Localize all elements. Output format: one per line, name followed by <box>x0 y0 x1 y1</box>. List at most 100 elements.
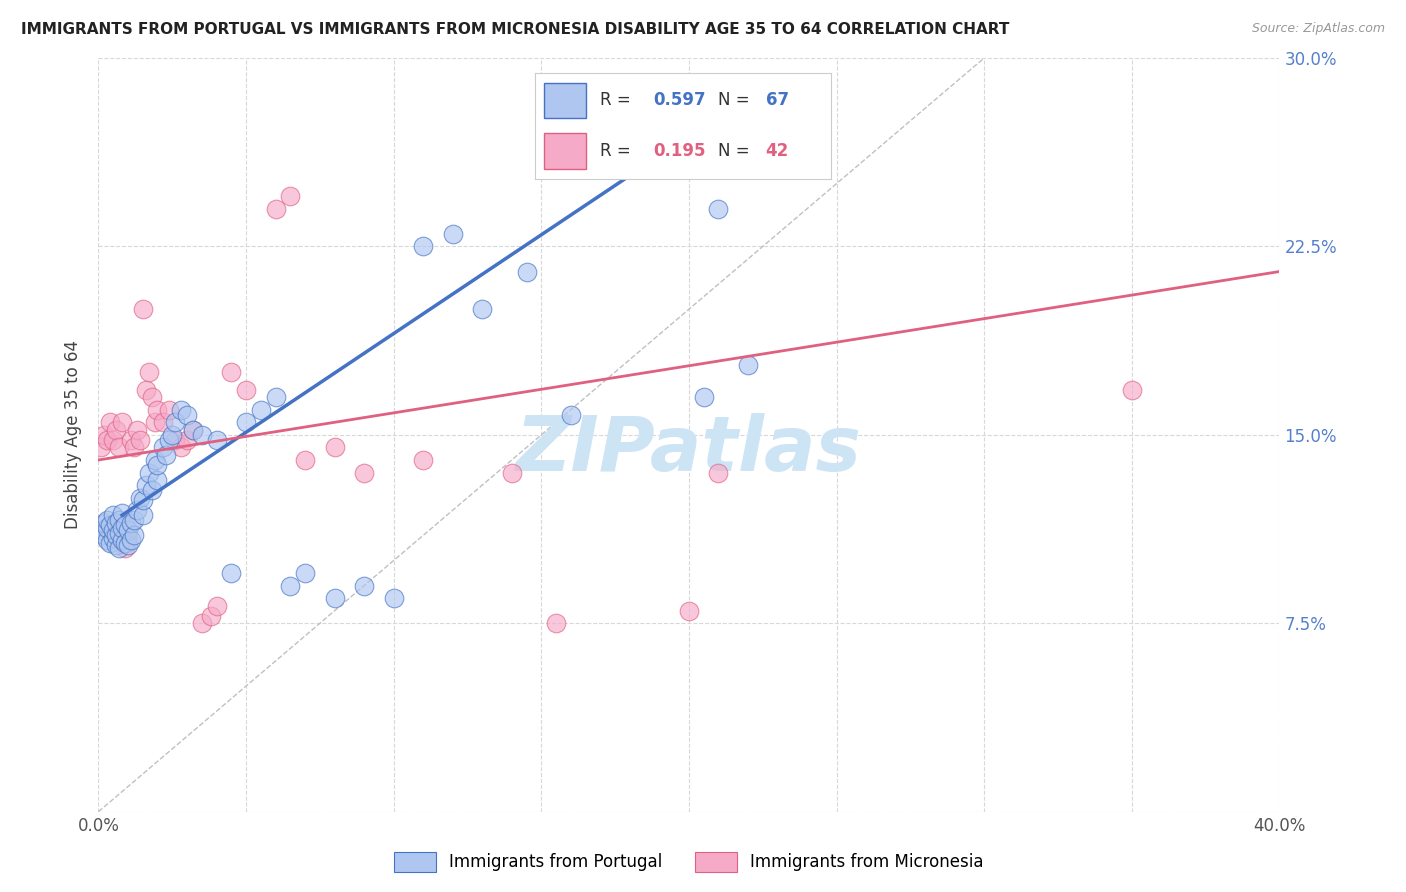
Point <box>294 453 316 467</box>
Point <box>165 433 187 447</box>
Point <box>103 508 125 523</box>
Point <box>96 513 118 527</box>
Point <box>353 578 375 592</box>
Point <box>294 566 316 580</box>
Point <box>117 538 139 552</box>
Point <box>146 402 169 417</box>
Point <box>471 302 494 317</box>
Point <box>103 433 125 447</box>
Point <box>111 506 134 520</box>
Point <box>96 521 118 535</box>
Point <box>441 227 464 241</box>
Point <box>105 423 128 437</box>
Point <box>96 433 118 447</box>
Point <box>132 302 155 317</box>
Y-axis label: Disability Age 35 to 64: Disability Age 35 to 64 <box>65 341 83 529</box>
Point <box>170 441 193 455</box>
Point <box>412 239 434 253</box>
Point <box>191 427 214 442</box>
Point <box>546 616 568 631</box>
Point <box>235 415 257 429</box>
Point <box>120 516 142 530</box>
Point <box>205 599 228 613</box>
Point <box>648 88 671 103</box>
Point <box>382 591 405 606</box>
Point <box>501 466 523 480</box>
Point <box>103 531 125 545</box>
Point <box>737 358 759 372</box>
Point <box>146 473 169 487</box>
Point <box>135 478 157 492</box>
Point <box>162 427 183 442</box>
Point <box>560 408 582 422</box>
Point <box>250 402 273 417</box>
Point <box>108 513 131 527</box>
Point <box>264 202 287 216</box>
Legend: Immigrants from Portugal, Immigrants from Micronesia: Immigrants from Portugal, Immigrants fro… <box>387 845 991 879</box>
Point <box>152 415 174 429</box>
Point <box>165 415 187 429</box>
Point <box>122 528 145 542</box>
Point <box>181 423 204 437</box>
Point <box>157 433 180 447</box>
Point <box>200 608 222 623</box>
Point <box>114 518 136 533</box>
Point <box>125 423 148 437</box>
Point <box>205 433 228 447</box>
Point <box>138 365 160 379</box>
Point <box>141 390 163 404</box>
Point <box>353 466 375 480</box>
Point <box>90 524 112 538</box>
Point <box>90 441 112 455</box>
Point <box>108 541 131 555</box>
Point <box>143 415 166 429</box>
Point <box>280 578 302 592</box>
Point <box>93 516 115 530</box>
Point <box>516 264 538 278</box>
Point <box>146 458 169 472</box>
Point <box>155 448 177 462</box>
Point <box>105 528 128 542</box>
Point <box>221 566 243 580</box>
Point <box>120 433 142 447</box>
Point <box>108 441 131 455</box>
Point <box>157 402 180 417</box>
Point <box>280 189 302 203</box>
Point <box>122 513 145 527</box>
Point <box>693 390 716 404</box>
Point <box>152 441 174 455</box>
Point <box>105 538 128 552</box>
Point <box>132 493 155 508</box>
Point <box>707 466 730 480</box>
Point <box>707 202 730 216</box>
Point <box>122 441 145 455</box>
Point <box>111 415 134 429</box>
Point <box>138 466 160 480</box>
Text: ZIPatlas: ZIPatlas <box>516 413 862 487</box>
Point <box>98 518 121 533</box>
Point <box>111 521 134 535</box>
Point <box>93 528 115 542</box>
Point <box>191 616 214 631</box>
Point <box>128 433 150 447</box>
Point <box>125 503 148 517</box>
Point <box>323 591 346 606</box>
Point <box>117 533 139 548</box>
Text: IMMIGRANTS FROM PORTUGAL VS IMMIGRANTS FROM MICRONESIA DISABILITY AGE 35 TO 64 C: IMMIGRANTS FROM PORTUGAL VS IMMIGRANTS F… <box>21 22 1010 37</box>
Point <box>93 427 115 442</box>
Point <box>264 390 287 404</box>
Point <box>176 408 198 422</box>
Point <box>111 533 134 548</box>
Point <box>678 604 700 618</box>
Point <box>128 491 150 505</box>
Point <box>143 453 166 467</box>
Point <box>1121 383 1143 397</box>
Point <box>235 383 257 397</box>
Point <box>98 415 121 429</box>
Point <box>105 516 128 530</box>
Point <box>412 453 434 467</box>
Point <box>170 402 193 417</box>
Point <box>221 365 243 379</box>
Point <box>135 383 157 397</box>
Point <box>181 423 204 437</box>
